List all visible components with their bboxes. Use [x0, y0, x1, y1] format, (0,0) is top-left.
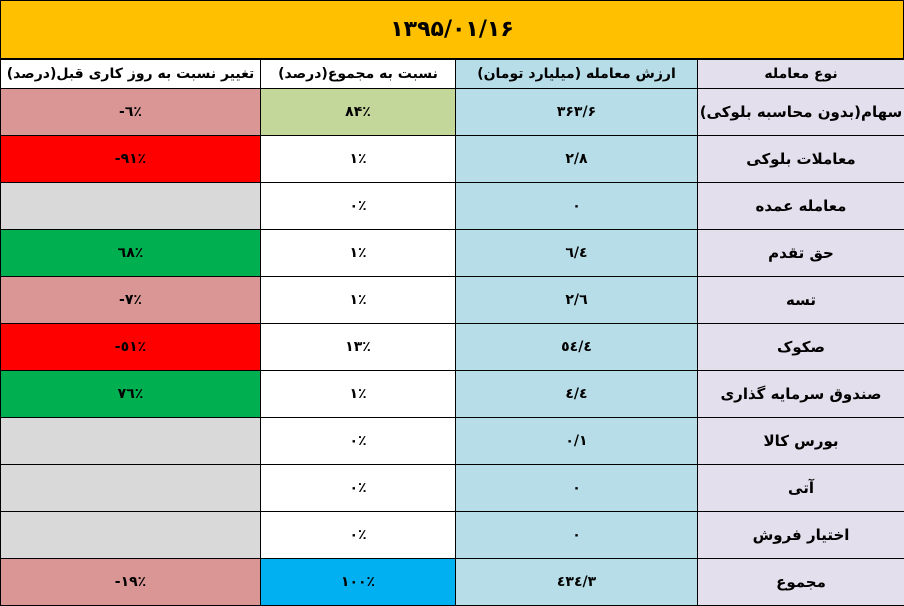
change-cell: -٥۱٪ [1, 324, 261, 371]
trade-summary-table: تغییر نسبت به روز کاری قبل(درصد) نسبت به… [0, 59, 904, 606]
type-cell: مجموع [698, 559, 904, 606]
value-cell: ۰ [456, 512, 698, 559]
share-cell: ۸۴٪ [261, 89, 456, 136]
header-share: نسبت به مجموع(درصد) [261, 60, 456, 89]
share-cell: ۱٪ [261, 230, 456, 277]
value-cell: ۲/٦ [456, 277, 698, 324]
change-cell: -۱۹٪ [1, 559, 261, 606]
change-cell [1, 418, 261, 465]
change-cell: -٦٪ [1, 89, 261, 136]
change-cell [1, 465, 261, 512]
header-row: تغییر نسبت به روز کاری قبل(درصد) نسبت به… [1, 60, 904, 89]
share-cell: ۱٪ [261, 277, 456, 324]
type-cell: اختیار فروش [698, 512, 904, 559]
type-cell: معامله عمده [698, 183, 904, 230]
value-cell: ۳۶۳/۶ [456, 89, 698, 136]
change-cell: -۷٪ [1, 277, 261, 324]
share-cell: ۰٪ [261, 418, 456, 465]
value-cell: ٤/٤ [456, 371, 698, 418]
share-cell: ۱۰۰٪ [261, 559, 456, 606]
type-cell: صکوک [698, 324, 904, 371]
change-cell [1, 183, 261, 230]
share-cell: ۰٪ [261, 183, 456, 230]
type-cell: آتی [698, 465, 904, 512]
header-change: تغییر نسبت به روز کاری قبل(درصد) [1, 60, 261, 89]
share-cell: ۰٪ [261, 465, 456, 512]
change-cell [1, 512, 261, 559]
value-cell: ۲/۸ [456, 136, 698, 183]
change-cell: ٦۸٪ [1, 230, 261, 277]
share-cell: ۱٪ [261, 136, 456, 183]
report-date-title: ۱۳۹۵/۰۱/۱۶ [0, 0, 904, 59]
type-cell: صندوق سرمایه گذاری [698, 371, 904, 418]
type-cell: تسه [698, 277, 904, 324]
type-cell: بورس کالا [698, 418, 904, 465]
type-cell: معاملات بلوکی [698, 136, 904, 183]
header-type: نوع معامله [698, 60, 904, 89]
share-cell: ۱۳٪ [261, 324, 456, 371]
value-cell: ٥٤/٤ [456, 324, 698, 371]
share-cell: ۰٪ [261, 512, 456, 559]
header-value: ارزش معامله (میلیارد تومان) [456, 60, 698, 89]
value-cell: ۰ [456, 465, 698, 512]
value-cell: ٦/٤ [456, 230, 698, 277]
share-cell: ۱٪ [261, 371, 456, 418]
value-cell: ۰/۱ [456, 418, 698, 465]
change-cell: -۹۱٪ [1, 136, 261, 183]
value-cell: ٤۳٤/۳ [456, 559, 698, 606]
change-cell: ۷٦٪ [1, 371, 261, 418]
value-cell: ۰ [456, 183, 698, 230]
type-cell: سهام(بدون محاسبه بلوکی) [698, 89, 904, 136]
type-cell: حق تقدم [698, 230, 904, 277]
